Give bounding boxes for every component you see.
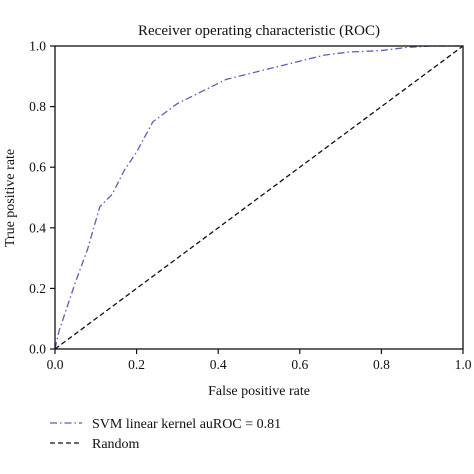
y-axis-ticks: 0.0 0.2 0.4 0.6 0.8 1.0 [29, 39, 55, 357]
x-tick-label: 0.2 [128, 357, 145, 372]
legend-entry-label: SVM linear kernel auROC = 0.81 [92, 417, 281, 432]
legend: SVM linear kernel auROC = 0.81 Random [50, 417, 281, 452]
x-axis-label: False positive rate [208, 384, 310, 399]
y-tick-label: 0.2 [29, 281, 46, 296]
series-line-svm [54, 45, 463, 350]
y-tick-label: 0.4 [29, 220, 46, 235]
y-tick-label: 1.0 [29, 39, 46, 54]
x-tick-label: 0.6 [291, 357, 308, 372]
series-line-random [54, 45, 464, 350]
chart-title: Receiver operating characteristic (ROC) [138, 23, 380, 39]
plot-series [54, 45, 464, 350]
y-axis-label: True positive rate [3, 149, 18, 247]
x-tick-label: 0.0 [47, 357, 64, 372]
legend-entry-label: Random [92, 437, 140, 452]
x-axis-ticks: 0.0 0.2 0.4 0.6 0.8 1.0 [47, 349, 472, 372]
y-tick-label: 0.8 [29, 99, 46, 114]
plot-frame [54, 45, 464, 350]
y-tick-label: 0.6 [29, 160, 46, 175]
x-tick-label: 1.0 [455, 357, 472, 372]
x-tick-label: 0.8 [373, 357, 390, 372]
x-tick-label: 0.4 [210, 357, 227, 372]
y-tick-label: 0.0 [29, 342, 46, 357]
